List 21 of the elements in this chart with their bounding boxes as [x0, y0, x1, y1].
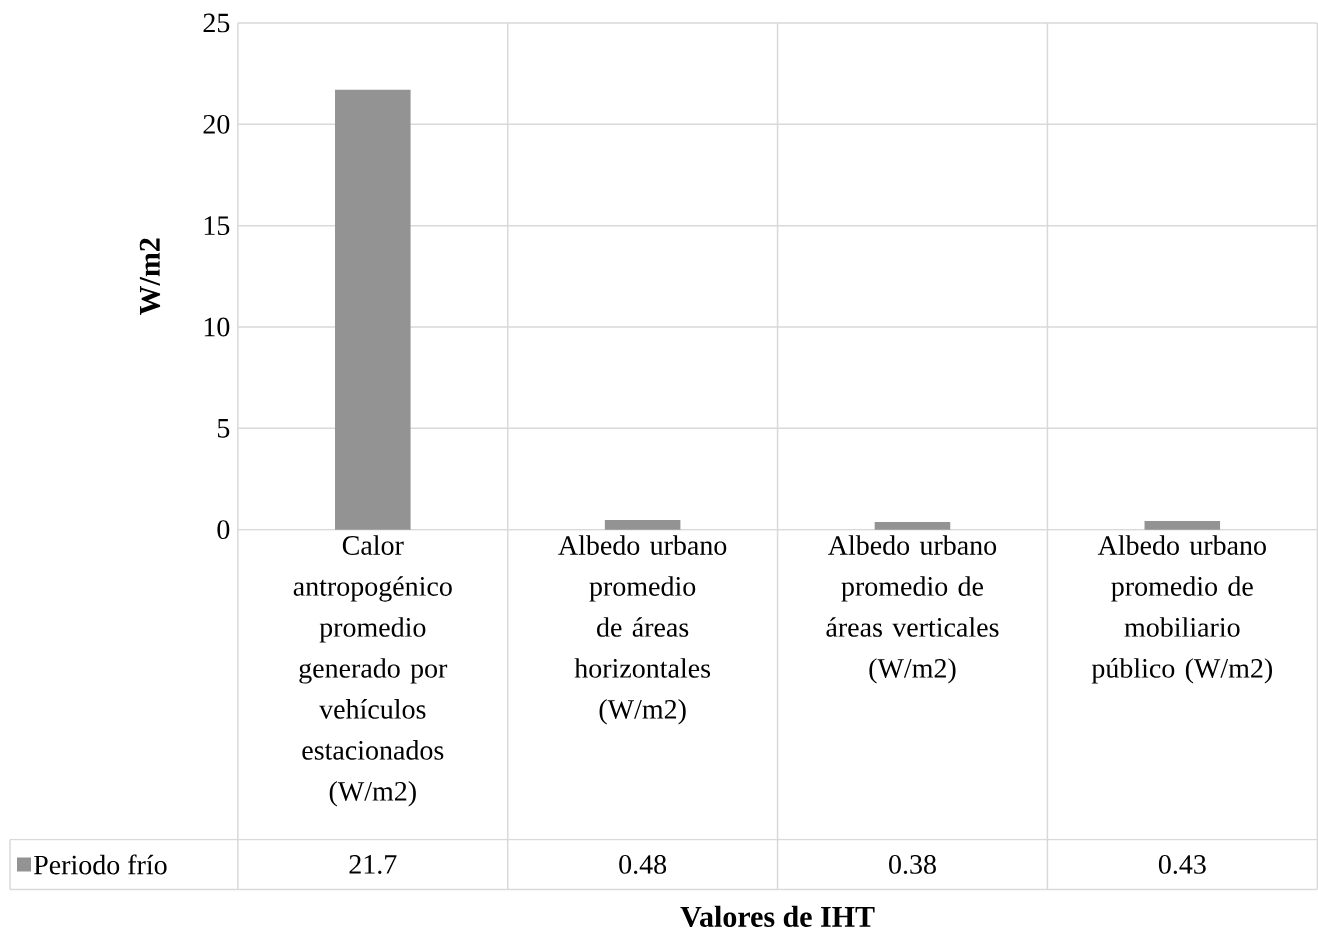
y-tick-label: 10 [204, 317, 230, 337]
x-tick-label: Albedo urbano promedio de mobiliario público (W/m2) [1091, 534, 1273, 684]
data-label: 0.38 [889, 854, 936, 874]
data-label: 21.7 [349, 854, 397, 874]
bar [1144, 520, 1221, 530]
legend-label: Periodo frío [33, 854, 167, 875]
y-tick-label: 15 [204, 216, 230, 235]
x-tick-label: Albedo urbano promedio de áreas horizontales (W/m2) [558, 534, 727, 725]
y-tick-label: 5 [217, 418, 230, 438]
bar [335, 89, 411, 530]
x-tick-label: Albedo urbano promedio de áreas verticales (W/m2) [826, 534, 999, 684]
x-axis-title: Valores de IHT [680, 905, 875, 927]
bar [604, 519, 681, 530]
y-axis-title: W/m2 [139, 238, 161, 315]
y-tick-label: 25 [203, 13, 230, 33]
bar [874, 521, 951, 530]
data-label: 0.48 [619, 854, 667, 874]
x-tick-label: Calor antropogénico promedio generado por vehículos estacionados (W/m2) [293, 534, 452, 807]
y-tick-label: 0 [217, 520, 230, 539]
data-label: 0.43 [1158, 854, 1206, 874]
y-tick-label: 20 [203, 114, 230, 134]
